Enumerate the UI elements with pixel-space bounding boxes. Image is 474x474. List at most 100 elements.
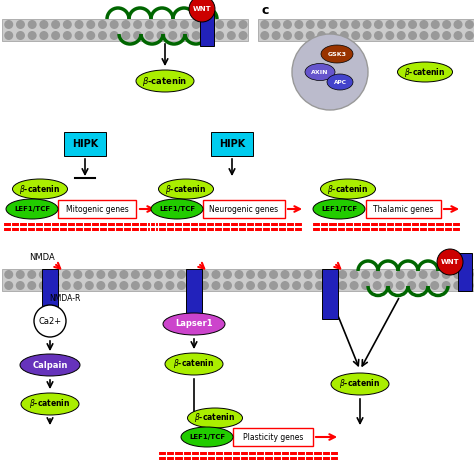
- Text: $\beta$-catenin: $\beta$-catenin: [194, 411, 236, 425]
- Text: c: c: [262, 4, 269, 17]
- Circle shape: [306, 20, 315, 29]
- Circle shape: [16, 281, 25, 290]
- Bar: [158, 452, 338, 455]
- Circle shape: [373, 281, 382, 290]
- Circle shape: [238, 31, 247, 40]
- Bar: [366, 200, 441, 218]
- Circle shape: [292, 281, 301, 290]
- Circle shape: [165, 270, 174, 279]
- Circle shape: [86, 31, 95, 40]
- Circle shape: [39, 31, 48, 40]
- Circle shape: [419, 20, 428, 29]
- Circle shape: [419, 270, 428, 279]
- Circle shape: [223, 270, 232, 279]
- Circle shape: [260, 31, 269, 40]
- FancyBboxPatch shape: [64, 132, 106, 156]
- Bar: [312, 223, 460, 226]
- Circle shape: [374, 20, 383, 29]
- Circle shape: [27, 270, 36, 279]
- Ellipse shape: [158, 179, 213, 199]
- Circle shape: [73, 270, 82, 279]
- Circle shape: [215, 20, 224, 29]
- Circle shape: [374, 31, 383, 40]
- Circle shape: [16, 270, 25, 279]
- Circle shape: [165, 281, 174, 290]
- Circle shape: [16, 31, 25, 40]
- Circle shape: [16, 20, 25, 29]
- Circle shape: [189, 281, 198, 290]
- Bar: [150, 223, 302, 226]
- Ellipse shape: [20, 354, 80, 376]
- Circle shape: [168, 31, 177, 40]
- Circle shape: [361, 281, 370, 290]
- Circle shape: [363, 20, 372, 29]
- Text: GSK3: GSK3: [328, 52, 346, 56]
- Circle shape: [4, 20, 13, 29]
- Circle shape: [96, 270, 105, 279]
- Circle shape: [131, 281, 140, 290]
- Circle shape: [238, 20, 247, 29]
- Circle shape: [465, 281, 474, 290]
- Circle shape: [272, 20, 281, 29]
- Bar: [58, 200, 136, 218]
- Circle shape: [4, 270, 13, 279]
- Circle shape: [454, 31, 463, 40]
- Text: NMDA: NMDA: [29, 253, 55, 262]
- Circle shape: [211, 270, 220, 279]
- Ellipse shape: [331, 373, 389, 395]
- Circle shape: [350, 281, 359, 290]
- Circle shape: [27, 20, 36, 29]
- Ellipse shape: [181, 427, 233, 447]
- Ellipse shape: [21, 393, 79, 415]
- Text: LEF1/TCF: LEF1/TCF: [14, 206, 50, 212]
- Bar: [258, 19, 474, 41]
- Circle shape: [327, 281, 336, 290]
- Text: WNT: WNT: [441, 259, 459, 265]
- Circle shape: [327, 270, 336, 279]
- Circle shape: [257, 270, 266, 279]
- Circle shape: [419, 281, 428, 290]
- Bar: [322, 269, 338, 319]
- Text: Mitogenic genes: Mitogenic genes: [65, 204, 128, 213]
- Ellipse shape: [165, 353, 223, 375]
- Circle shape: [109, 31, 118, 40]
- Circle shape: [121, 20, 130, 29]
- Circle shape: [317, 20, 326, 29]
- Text: AXIN: AXIN: [311, 70, 329, 74]
- Circle shape: [27, 31, 36, 40]
- Circle shape: [203, 20, 212, 29]
- Circle shape: [85, 270, 94, 279]
- Bar: [186, 269, 202, 319]
- Text: APC: APC: [334, 80, 346, 84]
- Circle shape: [235, 281, 244, 290]
- Text: Calpain: Calpain: [32, 361, 68, 370]
- Bar: [233, 428, 313, 446]
- Circle shape: [200, 281, 209, 290]
- Circle shape: [303, 281, 312, 290]
- Circle shape: [338, 270, 347, 279]
- Circle shape: [98, 20, 107, 29]
- Circle shape: [145, 20, 154, 29]
- Circle shape: [133, 31, 142, 40]
- Bar: [2, 269, 474, 291]
- Circle shape: [303, 270, 312, 279]
- Circle shape: [260, 20, 269, 29]
- Text: $\beta$-catenin: $\beta$-catenin: [327, 182, 369, 195]
- Text: WNT: WNT: [193, 6, 211, 12]
- Circle shape: [145, 31, 154, 40]
- Circle shape: [156, 20, 165, 29]
- Circle shape: [385, 31, 394, 40]
- Circle shape: [442, 270, 451, 279]
- Circle shape: [180, 20, 189, 29]
- Circle shape: [142, 270, 151, 279]
- Circle shape: [108, 281, 117, 290]
- Text: Lapser1: Lapser1: [175, 319, 213, 328]
- Circle shape: [133, 20, 142, 29]
- Circle shape: [200, 270, 209, 279]
- Bar: [200, 8, 214, 46]
- Circle shape: [27, 281, 36, 290]
- Text: $\beta$-catenin: $\beta$-catenin: [339, 377, 381, 391]
- Text: LEF1/TCF: LEF1/TCF: [189, 434, 225, 440]
- Ellipse shape: [6, 199, 58, 219]
- Circle shape: [50, 281, 59, 290]
